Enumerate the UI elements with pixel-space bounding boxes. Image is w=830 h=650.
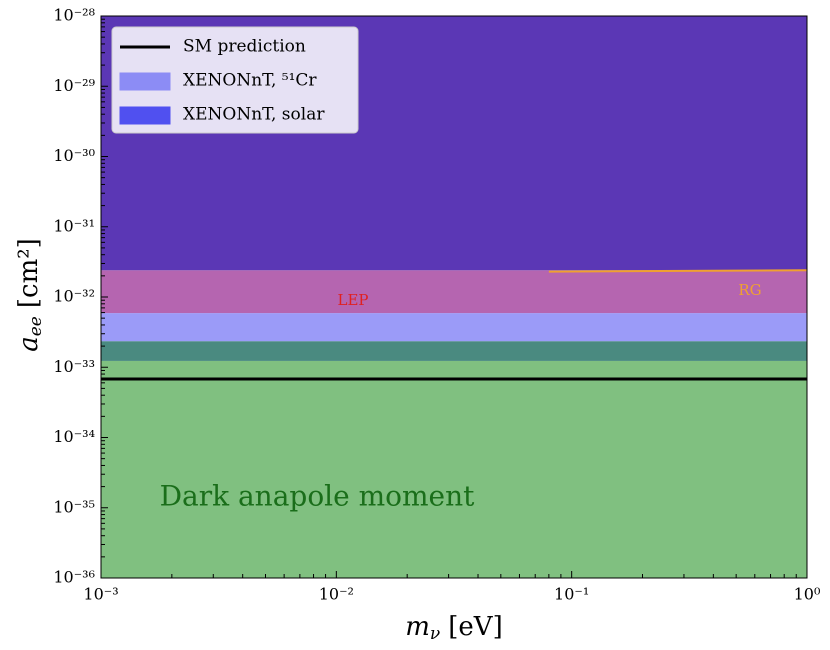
region-label: Dark anapole moment bbox=[160, 480, 476, 513]
x-tick-label: 10⁻³ bbox=[83, 585, 118, 604]
y-tick-label: 10⁻³¹ bbox=[53, 216, 95, 235]
rg-label: RG bbox=[738, 281, 761, 299]
legend-patch bbox=[119, 106, 171, 125]
region bbox=[101, 360, 807, 578]
limit-curve bbox=[548, 269, 808, 273]
legend-box bbox=[111, 26, 359, 134]
y-tick-label: 10⁻³⁰ bbox=[53, 146, 95, 165]
y-tick-label: 10⁻³⁴ bbox=[53, 427, 95, 446]
x-tick-label: 10⁻² bbox=[319, 585, 354, 604]
y-tick-label: 10⁻³⁵ bbox=[53, 497, 95, 516]
x-tick-label: 10⁰ bbox=[794, 585, 821, 604]
lep-label: LEP bbox=[337, 291, 368, 309]
y-tick-label: 10⁻³⁶ bbox=[53, 568, 95, 587]
y-symbol: a bbox=[14, 336, 44, 352]
y-tick-label: 10⁻²⁹ bbox=[53, 76, 95, 95]
legend-patch bbox=[119, 72, 171, 91]
legend-label: XENONnT, solar bbox=[183, 105, 325, 125]
legend-label: SM prediction bbox=[183, 37, 306, 57]
region bbox=[101, 313, 807, 342]
y-subscript: ee bbox=[26, 316, 46, 336]
x-tick-label: 10⁻¹ bbox=[554, 585, 589, 604]
legend: SM prediction XENONnT, ⁵¹Cr XENONnT, solar bbox=[111, 26, 359, 134]
plot-area: 10⁻³ 10⁻² 10⁻¹ 10⁰ 10⁻³⁶ 10⁻³⁵ 10⁻³⁴ 10⁻³³ 10⁻³²… bbox=[53, 6, 820, 604]
y-tick-label: 10⁻³² bbox=[53, 287, 95, 306]
x-subscript: ν bbox=[430, 624, 440, 644]
region bbox=[101, 270, 807, 314]
y-tick-label: 10⁻³³ bbox=[53, 357, 95, 376]
x-axis-label: mν [eV] bbox=[405, 612, 502, 644]
x-unit: [eV] bbox=[448, 612, 502, 642]
region bbox=[101, 341, 807, 361]
y-tick-label: 10⁻²⁸ bbox=[53, 6, 95, 25]
y-unit: [cm²] bbox=[14, 238, 44, 308]
x-symbol: m bbox=[405, 612, 430, 642]
legend-label: XENONnT, ⁵¹Cr bbox=[183, 71, 317, 91]
y-axis-label: aee [cm²] bbox=[14, 238, 46, 352]
